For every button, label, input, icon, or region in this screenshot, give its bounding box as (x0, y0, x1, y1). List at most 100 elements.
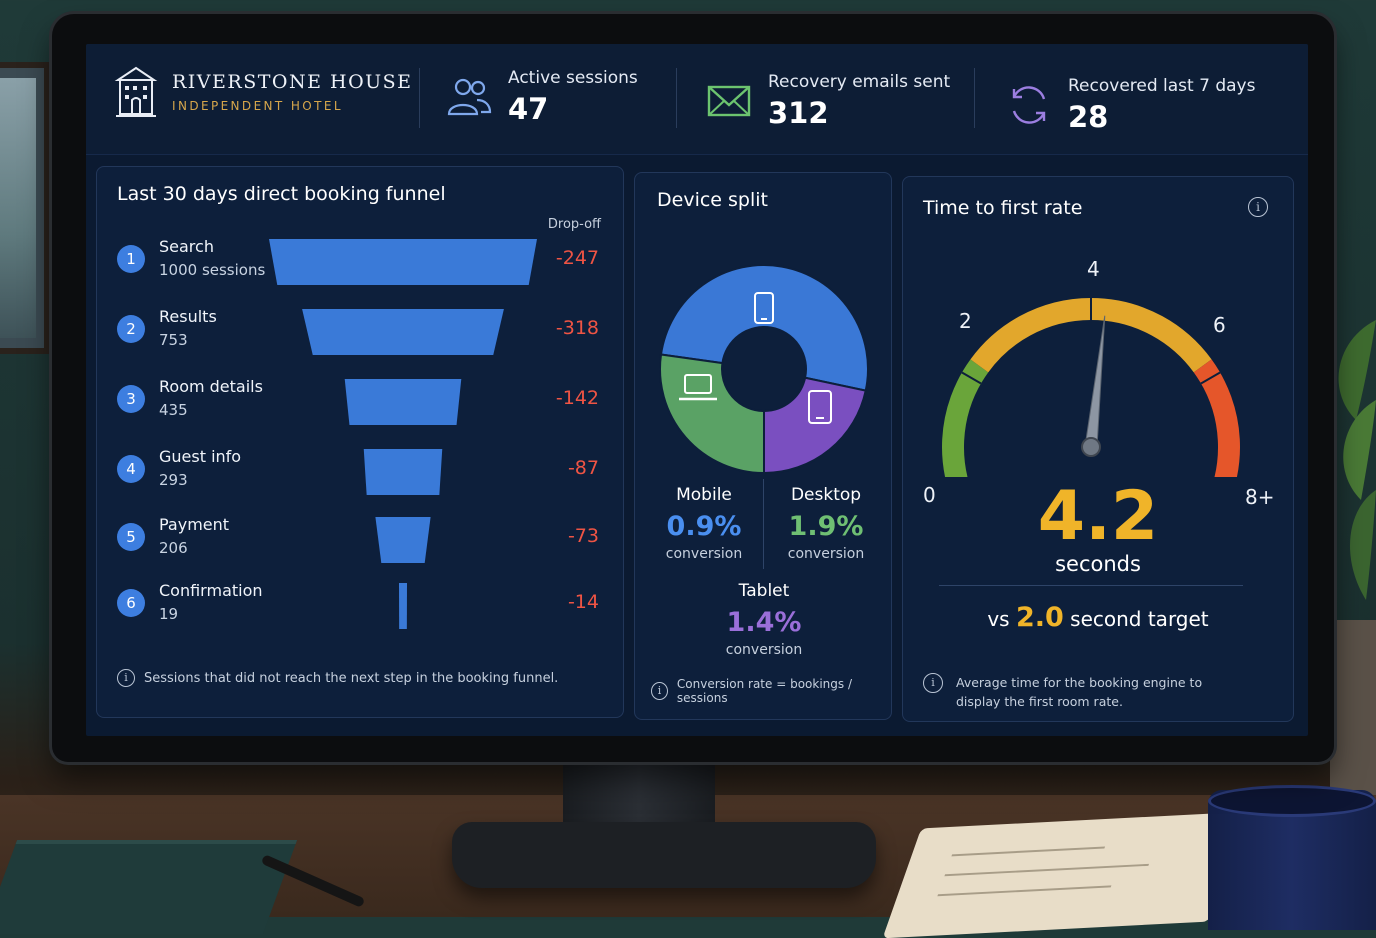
gauge-tick-label: 4 (1087, 257, 1100, 281)
refresh-icon (1012, 86, 1046, 124)
funnel-step-row: 2 Results 753 -318 (117, 307, 599, 367)
step-number-badge: 1 (117, 245, 145, 273)
step-count: 435 (159, 401, 188, 419)
device-note: i Conversion rate = bookings / sessions (651, 677, 891, 705)
header-divider (676, 68, 677, 128)
coffee-mug-rim (1208, 785, 1376, 817)
dropoff-header: Drop-off (547, 217, 601, 232)
step-dropoff: -14 (567, 591, 599, 613)
kpi-label: Recovered last 7 days (1068, 76, 1256, 96)
gauge-title: Time to first rate (923, 197, 1083, 219)
step-count: 753 (159, 331, 188, 349)
kpi-active-sessions: Active sessions 47 (446, 68, 638, 126)
step-label: Results (159, 307, 217, 326)
gauge-needle-hub (1081, 437, 1101, 457)
kpi-recovered: Recovered last 7 days 28 (1006, 76, 1255, 134)
funnel-chart (269, 239, 537, 629)
step-number-badge: 2 (117, 315, 145, 343)
funnel-step-row: 5 Payment 206 -73 (117, 515, 599, 575)
step-dropoff: -318 (555, 317, 599, 339)
funnel-bar (375, 517, 431, 563)
step-dropoff: -142 (555, 387, 599, 409)
donut-segment (659, 264, 869, 392)
device-mobile: Mobile 0.9% conversion (649, 485, 759, 562)
device-tablet-name: Tablet (738, 581, 790, 601)
users-icon (447, 78, 492, 116)
funnel-title: Last 30 days direct booking funnel (117, 183, 446, 205)
gauge-target-value: 2.0 (1015, 602, 1064, 633)
funnel-step-row: 1 Search 1000 sessions -247 (117, 237, 599, 297)
step-number-badge: 5 (117, 523, 145, 551)
device-mobile-sub: conversion (665, 546, 743, 562)
dashboard-screen: RIVERSTONE HOUSE INDEPENDENT HOTEL Activ… (86, 44, 1308, 736)
gauge-tick-label: 6 (1213, 313, 1226, 337)
info-icon: i (117, 669, 135, 687)
paper-notepad (882, 811, 1248, 938)
funnel-note: i Sessions that did not reach the next s… (117, 669, 558, 687)
funnel-bar (344, 379, 462, 425)
device-desktop-name: Desktop (790, 485, 862, 505)
gauge-note-line: Average time for the booking engine to (956, 675, 1203, 690)
tablet-icon (808, 390, 832, 424)
donut-segment (659, 353, 765, 475)
gauge-unit: seconds (1055, 552, 1141, 576)
gauge-band (1193, 359, 1240, 477)
brand-name: RIVERSTONE HOUSE (172, 71, 413, 93)
gauge-note-line: display the first room rate. (956, 694, 1123, 709)
brand: RIVERSTONE HOUSE INDEPENDENT HOTEL (114, 64, 413, 120)
kpi-label: Active sessions (508, 68, 638, 88)
step-count: 1000 sessions (159, 261, 266, 279)
step-dropoff: -87 (567, 457, 599, 479)
step-label: Search (159, 237, 214, 256)
gauge-chart (942, 298, 1240, 477)
funnel-bar (363, 449, 443, 495)
kpi-value: 312 (768, 96, 829, 130)
info-icon: i (923, 673, 943, 693)
gauge-tick (961, 371, 982, 385)
dashboard-header: RIVERSTONE HOUSE INDEPENDENT HOTEL Activ… (86, 44, 1308, 155)
info-icon: i (651, 682, 668, 700)
funnel-step-row: 3 Room details 435 -142 (117, 377, 599, 437)
step-number-badge: 3 (117, 385, 145, 413)
device-panel: Device split Mobile 0.9% conversion Desk… (634, 172, 892, 720)
device-tablet-sub: conversion (725, 642, 803, 658)
plant-leaves (1338, 320, 1376, 600)
step-number-badge: 6 (117, 589, 145, 617)
funnel-step-row: 6 Confirmation 19 -14 (117, 581, 599, 641)
gauge-band (942, 359, 989, 477)
funnel-note-text: Sessions that did not reach the next ste… (144, 670, 559, 686)
step-dropoff: -73 (567, 525, 599, 547)
kpi-recovery-emails: Recovery emails sent 312 (706, 72, 950, 130)
step-label: Room details (159, 377, 263, 396)
donut-segment (763, 376, 867, 475)
gauge-tick-label: 8+ (1245, 485, 1275, 509)
device-tablet-pct: 1.4% (726, 607, 802, 638)
funnel-step-row: 4 Guest info 293 -87 (117, 447, 599, 507)
device-divider (763, 479, 764, 569)
gauge-target: vs 2.0 second target (903, 602, 1293, 633)
device-mobile-pct: 0.9% (666, 511, 742, 542)
step-dropoff: -247 (555, 247, 599, 269)
gauge-note: i Average time for the booking engine to… (923, 673, 1202, 711)
funnel-bar (269, 239, 537, 285)
device-donut-chart (659, 264, 869, 475)
step-count: 293 (159, 471, 188, 489)
kpi-value: 28 (1068, 100, 1109, 134)
laptop-icon (679, 374, 717, 401)
device-desktop: Desktop 1.9% conversion (771, 485, 881, 562)
gauge-tick-label: 2 (959, 309, 972, 333)
step-number-badge: 4 (117, 455, 145, 483)
device-title: Device split (657, 189, 768, 211)
kpi-label: Recovery emails sent (768, 72, 951, 92)
funnel-bar (399, 583, 407, 629)
envelope-icon (707, 85, 751, 117)
notebook (0, 840, 298, 934)
step-count: 19 (159, 605, 179, 623)
funnel-bar (302, 309, 504, 355)
step-label: Confirmation (159, 581, 263, 600)
device-note-text: Conversion rate = bookings / sessions (676, 677, 852, 705)
device-desktop-pct: 1.9% (788, 511, 864, 542)
gauge-value: 4.2 (1037, 477, 1159, 556)
gauge-panel: Time to first rate i 0 2 4 6 8+ 4.2 seco… (902, 176, 1294, 722)
info-icon[interactable]: i (1248, 197, 1268, 217)
